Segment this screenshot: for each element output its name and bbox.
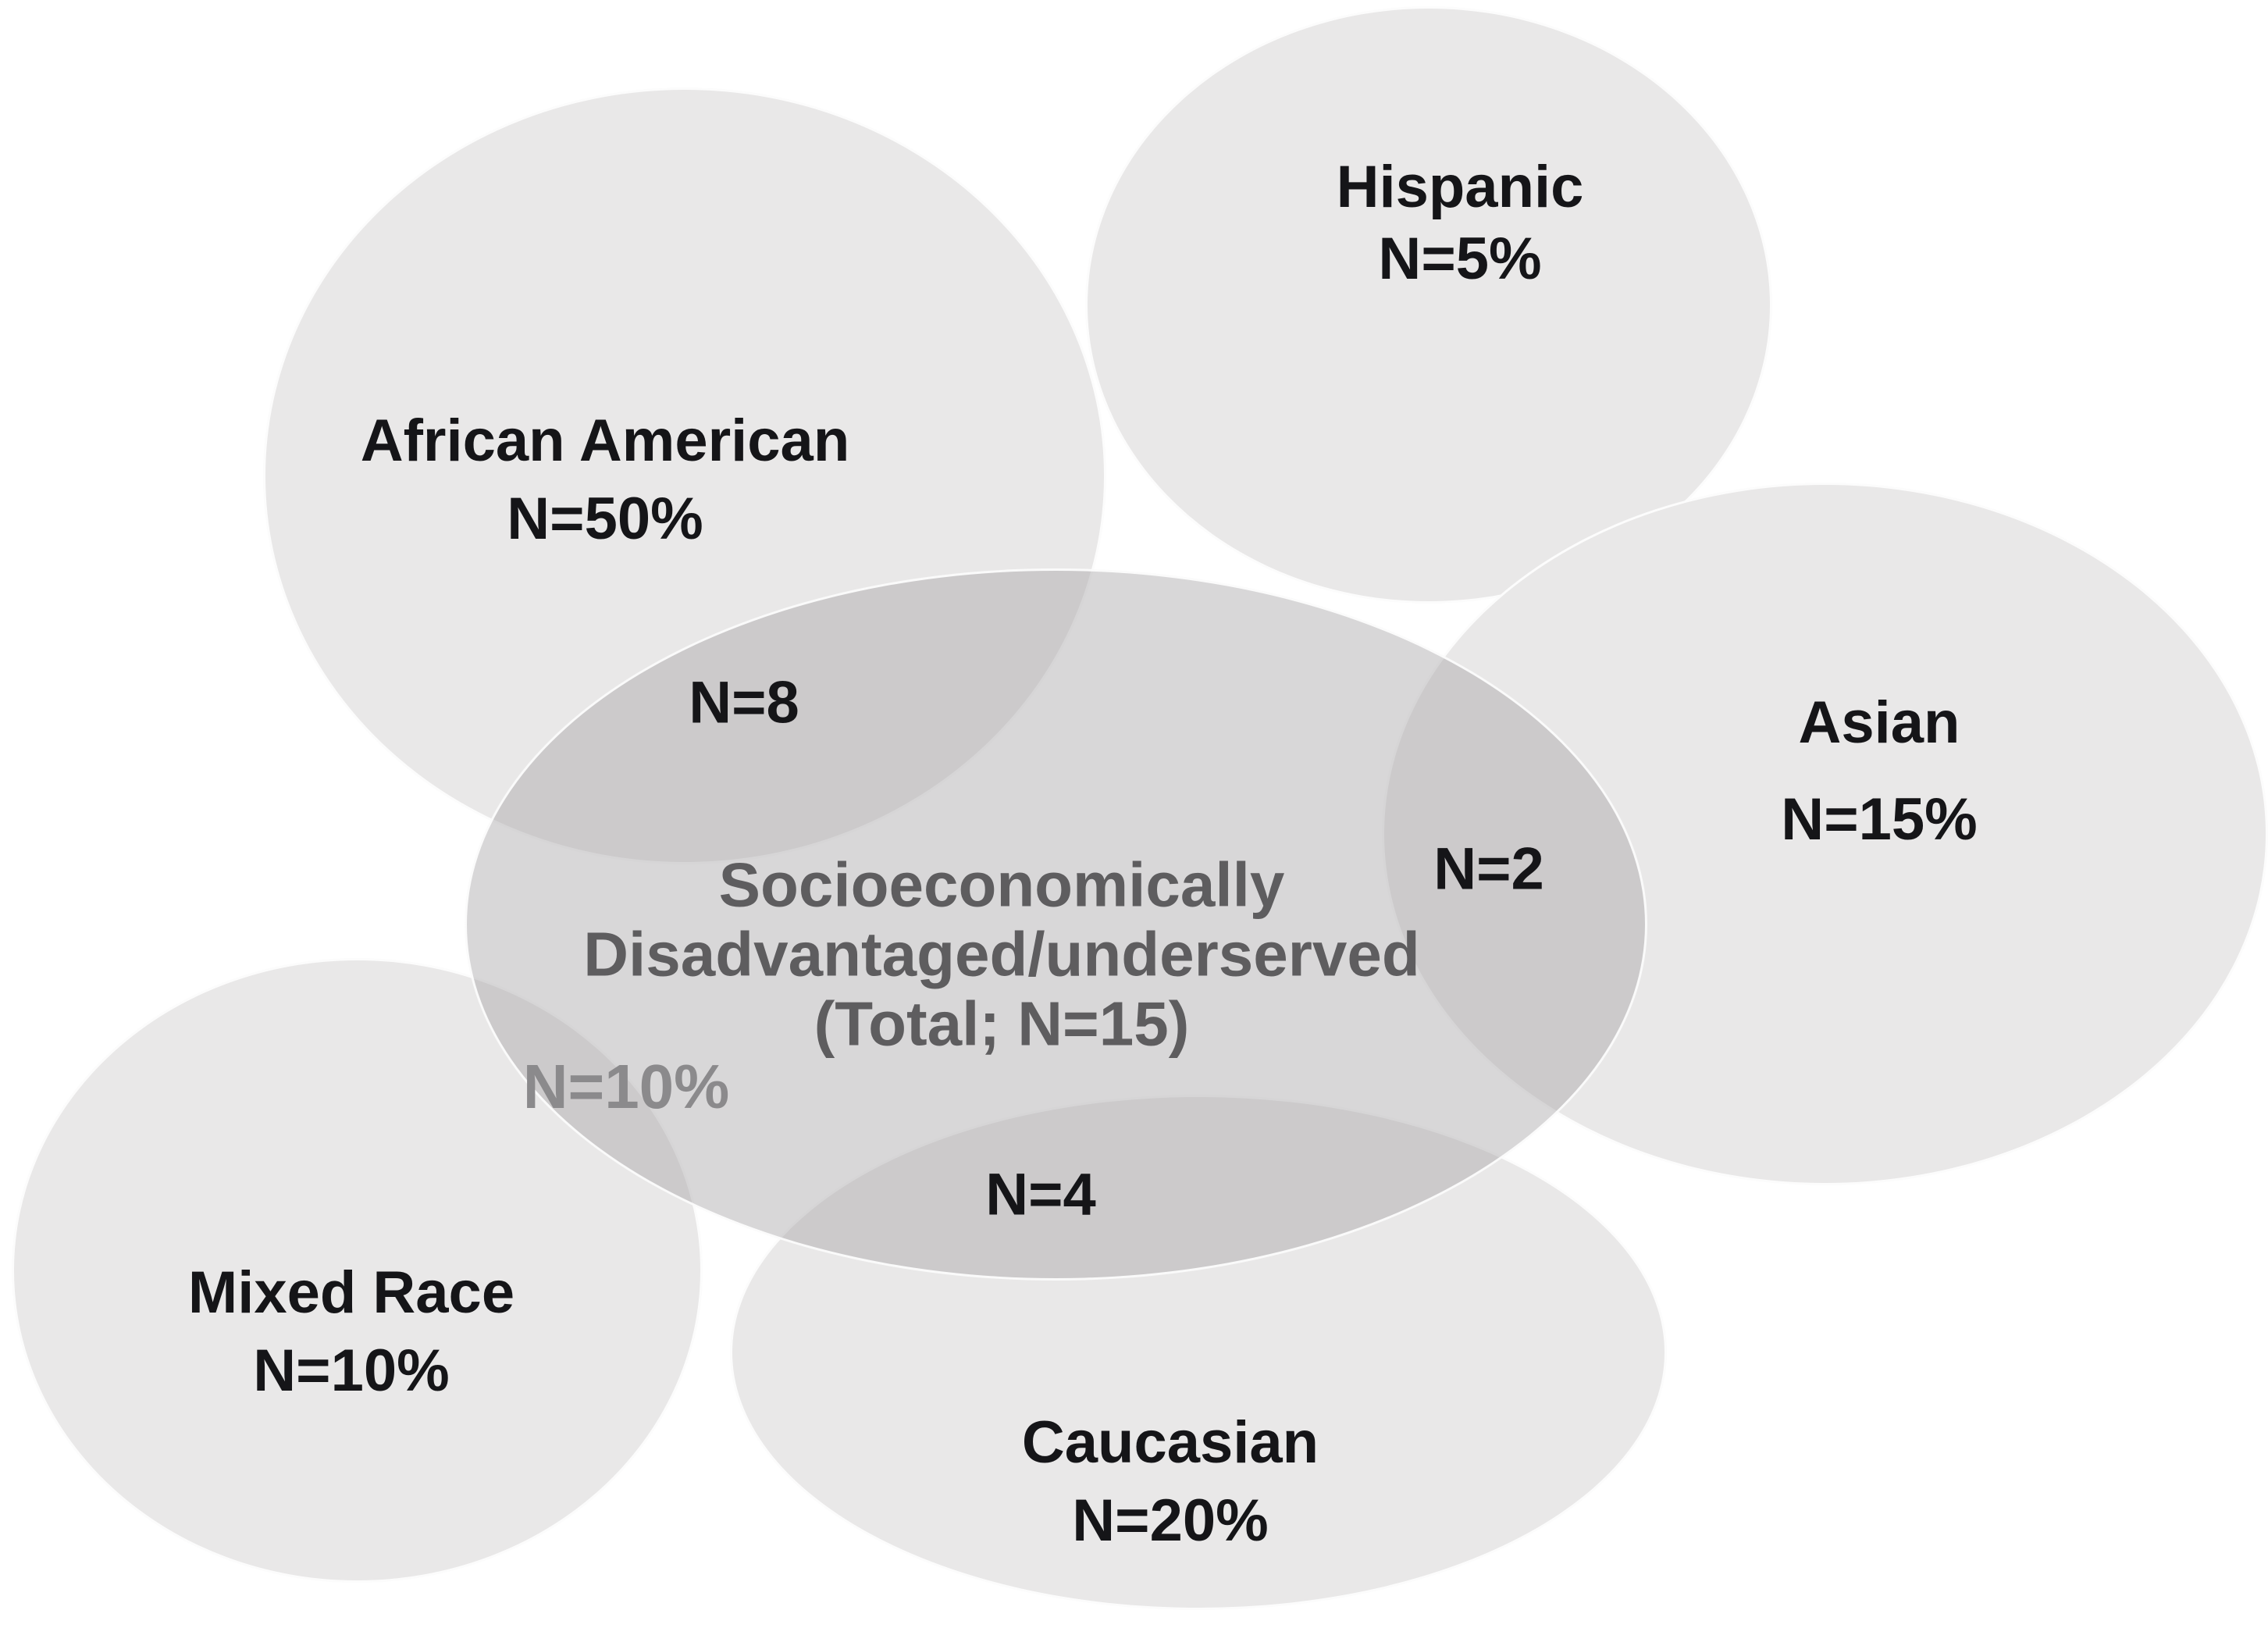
central-line-3: (Total; N=15): [814, 989, 1190, 1059]
label-socioeconomically-disadvantaged-total: Socioeconomically Disadvantaged/underser…: [583, 850, 1419, 1059]
overlap-caucasian-count: N=4: [985, 1161, 1096, 1228]
label-asian: Asian N=15%: [1781, 684, 1977, 859]
ellipse-socioeconomically-disadvantaged: [465, 568, 1647, 1281]
label-african-american: African American N=50%: [361, 402, 850, 558]
central-line-2: Disadvantaged/underserved: [583, 919, 1420, 989]
group-value: N=15%: [1781, 786, 1978, 853]
group-value: N=5%: [1378, 226, 1542, 292]
overlap-asian-count: N=2: [1433, 835, 1544, 903]
central-line-1: Socioeconomically: [718, 850, 1285, 920]
label-hispanic: Hispanic N=5%: [1337, 151, 1584, 295]
overlap-mixed-race-count: N=10%: [522, 1052, 730, 1121]
group-name: Asian: [1798, 689, 1960, 756]
ellipse-hispanic: [1085, 6, 1772, 604]
group-value: N=20%: [1072, 1487, 1269, 1554]
group-name: Mixed Race: [187, 1259, 515, 1326]
group-value: N=50%: [507, 486, 703, 552]
label-caucasian: Caucasian N=20%: [1022, 1404, 1319, 1560]
group-name: African American: [360, 408, 850, 474]
group-name: Caucasian: [1021, 1409, 1319, 1476]
group-value: N=10%: [253, 1338, 450, 1404]
group-name: Hispanic: [1336, 154, 1584, 220]
label-mixed-race: Mixed Race N=10%: [188, 1254, 514, 1410]
overlap-african-american-count: N=8: [689, 669, 799, 736]
